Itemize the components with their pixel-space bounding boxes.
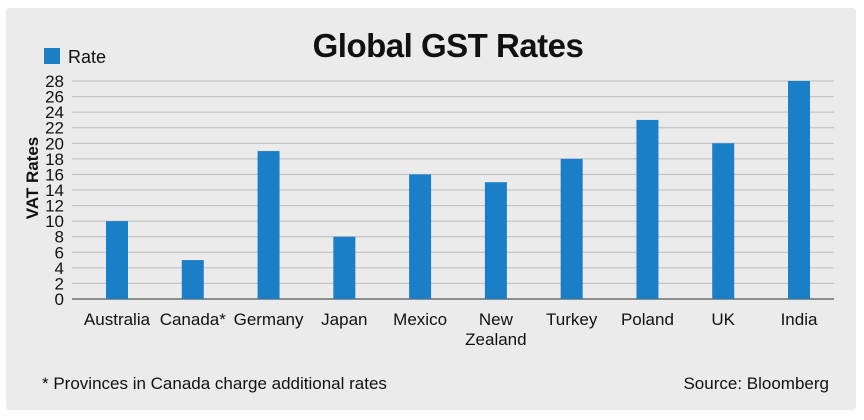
y-tick-label: 2 — [55, 274, 64, 293]
y-tick-label: 4 — [55, 259, 64, 278]
x-tick-label: Australia — [84, 310, 151, 329]
bar-mexico — [409, 174, 432, 299]
bar-turkey — [560, 158, 583, 299]
x-tick-label: Canada* — [160, 310, 227, 329]
x-tick-label: New Zealand — [465, 310, 526, 349]
x-tick-label: Turkey — [546, 310, 598, 329]
y-axis-label: VAT Rates — [23, 137, 42, 220]
y-tick-label: 18 — [45, 150, 64, 169]
y-tick-label: 20 — [45, 134, 64, 153]
x-tick-label: Poland — [621, 310, 674, 329]
x-tick-label: Germany — [234, 310, 304, 329]
bar-india — [788, 81, 810, 299]
source-note: Source: Bloomberg — [683, 374, 829, 393]
y-tick-label: 16 — [45, 165, 64, 184]
y-tick-label: 14 — [45, 181, 64, 200]
y-tick-label: 26 — [45, 88, 64, 107]
y-tick-label: 24 — [45, 103, 64, 122]
x-tick-label: India — [781, 310, 818, 329]
y-tick-label: 22 — [45, 119, 64, 138]
y-tick-label: 6 — [55, 243, 64, 262]
x-tick-label: Mexico — [393, 310, 447, 329]
y-tick-label: 10 — [45, 212, 64, 231]
bars — [106, 81, 810, 299]
footnote: * Provinces in Canada charge additional … — [42, 374, 387, 393]
y-tick-label: 8 — [55, 228, 64, 247]
bar-poland — [636, 119, 659, 299]
bar-uk — [712, 143, 735, 299]
bar-canada — [181, 260, 204, 299]
x-tick-label: Japan — [321, 310, 367, 329]
x-tick-labels: Australia Canada* Germany Japan Mexico New Zea… — [84, 310, 818, 349]
legend-label: Rate — [68, 47, 106, 67]
bar-new-zealand — [484, 182, 507, 299]
bar-germany — [257, 151, 280, 299]
legend-swatch — [44, 48, 60, 64]
y-tick-label: 12 — [45, 197, 64, 216]
y-tick-label: 28 — [45, 72, 64, 91]
bar-japan — [333, 236, 356, 299]
bar-australia — [106, 221, 128, 299]
y-tick-label: 0 — [55, 290, 64, 309]
chart-title: Global GST Rates — [313, 27, 584, 64]
x-tick-label: UK — [711, 310, 735, 329]
